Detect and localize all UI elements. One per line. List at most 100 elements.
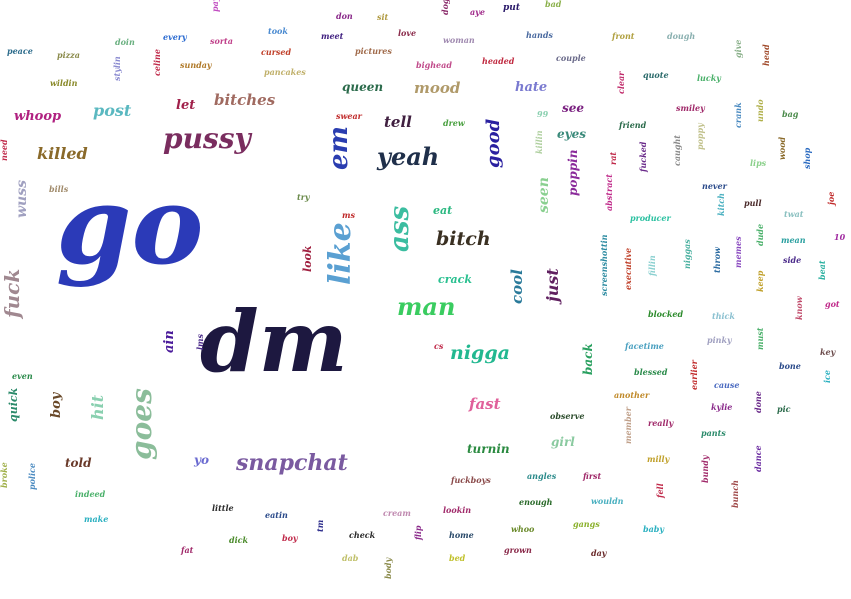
- cloud-word: crack: [438, 273, 472, 286]
- cloud-word: quick: [7, 387, 20, 422]
- cloud-word: body: [383, 557, 393, 579]
- cloud-word: bitches: [214, 91, 276, 109]
- cloud-word: killed: [37, 144, 88, 163]
- cloud-word: just: [543, 268, 562, 302]
- cloud-word: tm: [315, 519, 325, 532]
- cloud-word: blessed: [634, 367, 668, 377]
- cloud-word: dab: [342, 553, 359, 563]
- cloud-word: another: [614, 390, 650, 400]
- cloud-word: whoo: [511, 524, 535, 534]
- cloud-word: sunday: [180, 60, 212, 70]
- cloud-word: wouldn: [591, 496, 624, 506]
- cloud-word: caught: [672, 135, 682, 166]
- cloud-word: eyes: [557, 127, 586, 141]
- cloud-word: check: [349, 530, 376, 540]
- cloud-word: back: [581, 343, 595, 375]
- cloud-word: angles: [527, 471, 557, 481]
- cloud-word: whoop: [14, 109, 62, 124]
- cloud-word: eat: [433, 204, 453, 217]
- cloud-word: love: [398, 28, 417, 38]
- cloud-word: 10: [834, 232, 846, 242]
- cloud-word: must: [755, 327, 765, 350]
- cloud-word: girl: [551, 435, 575, 449]
- cloud-word: hate: [515, 80, 548, 95]
- cloud-word: dance: [753, 445, 763, 472]
- cloud-word: couple: [556, 53, 586, 63]
- cloud-word: cause: [714, 380, 740, 390]
- cloud-word: woman: [443, 35, 475, 45]
- cloud-word: fat: [181, 545, 194, 555]
- cloud-word: know: [794, 296, 804, 320]
- cloud-word: turnin: [467, 442, 510, 456]
- cloud-word: twat: [784, 209, 804, 219]
- cloud-word: em: [324, 125, 354, 170]
- cloud-word: throw: [712, 247, 722, 273]
- cloud-word: really: [648, 418, 674, 428]
- cloud-word: bed: [449, 553, 466, 563]
- cloud-word: go: [56, 163, 204, 289]
- cloud-word: try: [297, 192, 310, 202]
- cloud-word: producer: [630, 213, 671, 223]
- cloud-word: cream: [383, 508, 411, 518]
- cloud-word: bone: [779, 361, 801, 371]
- cloud-word: front: [612, 31, 635, 41]
- cloud-word: dm: [200, 292, 348, 391]
- cloud-word: earlier: [689, 360, 699, 390]
- cloud-word: shop: [802, 147, 812, 169]
- cloud-word: pancakes: [264, 67, 306, 77]
- cloud-word: side: [783, 255, 802, 265]
- cloud-word: rat: [608, 151, 618, 165]
- cloud-word: cursed: [261, 47, 292, 57]
- cloud-word: sit: [377, 12, 389, 22]
- cloud-word: doin: [115, 37, 135, 47]
- cloud-word: good: [483, 118, 504, 168]
- cloud-word: blocked: [648, 309, 684, 319]
- cloud-word: celine: [152, 49, 162, 76]
- cloud-word: pic: [777, 404, 791, 414]
- cloud-word: nigga: [450, 342, 510, 364]
- cloud-word: bundy: [700, 455, 710, 483]
- cloud-word: stylin: [112, 56, 122, 81]
- cloud-word: pizza: [57, 50, 80, 60]
- cloud-word: hit: [88, 394, 107, 420]
- cloud-word: every: [163, 32, 187, 42]
- cloud-word: post: [93, 101, 132, 120]
- cloud-word: ms: [342, 210, 355, 220]
- cloud-word: clear: [616, 71, 626, 94]
- cloud-word: head: [761, 44, 771, 66]
- cloud-word: lookin: [443, 505, 472, 515]
- cloud-word: lucky: [697, 73, 721, 83]
- cloud-word: like: [323, 222, 358, 285]
- cloud-word: enough: [519, 497, 553, 507]
- cloud-word: screenshottin: [599, 234, 609, 297]
- cloud-word: man: [397, 292, 456, 321]
- cloud-word: told: [65, 456, 92, 470]
- cloud-word: 99: [537, 109, 549, 119]
- cloud-word: make: [84, 514, 109, 524]
- cloud-word: mean: [781, 235, 806, 245]
- cloud-word: goes: [125, 388, 158, 460]
- cloud-word: let: [176, 98, 196, 113]
- cloud-word: even: [12, 371, 33, 381]
- cloud-word: kylie: [711, 402, 733, 412]
- cloud-word: killin: [534, 130, 544, 154]
- cloud-word: facetime: [625, 341, 664, 351]
- cloud-word: snapchat: [236, 450, 348, 476]
- cloud-word: pussy: [163, 122, 251, 155]
- cloud-word: keep: [755, 270, 765, 292]
- cloud-word: see: [562, 101, 585, 115]
- cloud-word: observe: [550, 411, 585, 421]
- cloud-word: kitch: [716, 193, 726, 216]
- cloud-word: never: [702, 181, 727, 191]
- cloud-word: queen: [342, 80, 384, 94]
- cloud-word: pull: [744, 198, 762, 208]
- cloud-word: yeah: [377, 142, 440, 171]
- cloud-word: wuss: [14, 180, 30, 218]
- cloud-word: dough: [667, 31, 696, 41]
- cloud-word: aye: [470, 7, 485, 17]
- cloud-word: fucked: [638, 141, 648, 172]
- cloud-word: lms: [195, 333, 205, 350]
- cloud-word: fast: [469, 395, 501, 413]
- cloud-word: milly: [647, 454, 670, 464]
